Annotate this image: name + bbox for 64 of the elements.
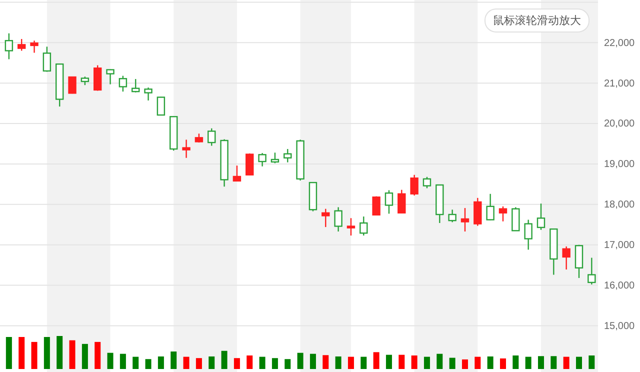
bar (348, 356, 354, 369)
candlestick (524, 219, 532, 250)
candlestick (474, 197, 482, 226)
candlestick (588, 257, 596, 286)
bar (208, 356, 215, 369)
bar (94, 342, 101, 369)
bar (69, 340, 76, 369)
bar (424, 356, 430, 369)
bar (500, 358, 506, 369)
bar (563, 356, 570, 369)
bar (310, 354, 316, 369)
candlestick (182, 139, 190, 158)
bar (145, 359, 152, 369)
bar (246, 355, 253, 369)
bar (56, 336, 63, 369)
candlestick (460, 207, 470, 232)
bar (386, 354, 392, 369)
bar (234, 358, 240, 369)
y-tick-label: 20,000 (604, 118, 636, 130)
y-tick-label: 22,000 (604, 38, 636, 49)
candlestick (30, 40, 38, 54)
y-tick-label: 16,000 (604, 280, 636, 292)
bar (31, 342, 38, 369)
bar (462, 359, 468, 369)
bar (284, 359, 291, 369)
y-tick-label: 15,000 (604, 320, 636, 332)
bar (487, 356, 494, 369)
bar (550, 356, 557, 369)
bar (449, 358, 456, 369)
bar (158, 356, 164, 369)
bar (322, 355, 329, 369)
bar (196, 358, 202, 369)
bar (107, 352, 114, 369)
bar (297, 352, 304, 369)
bar (360, 356, 367, 369)
candlestick (562, 246, 570, 270)
bar (588, 355, 595, 369)
bar (44, 336, 50, 369)
bar (18, 336, 25, 369)
bar (170, 352, 177, 369)
bar (436, 354, 443, 369)
bar (525, 356, 532, 369)
bar (183, 356, 190, 369)
bar (6, 336, 12, 369)
bar (259, 356, 266, 369)
annotation: 鼠标滚轮滑动放大 (493, 14, 581, 27)
bar (221, 350, 228, 369)
bar (474, 356, 481, 369)
bar (373, 352, 380, 369)
bar (120, 354, 126, 369)
bar (82, 344, 88, 369)
bar (538, 356, 544, 369)
bar (576, 356, 582, 369)
bar (411, 355, 418, 369)
candlestick (334, 206, 342, 232)
y-tick-label: 17,000 (604, 240, 636, 252)
y-tick-label: 21,000 (604, 78, 636, 90)
bar (512, 355, 519, 369)
bar (398, 354, 405, 369)
y-tick-label: 19,000 (604, 159, 636, 170)
y-tick-label: 18,000 (604, 200, 636, 211)
bar (132, 356, 139, 369)
bar (272, 358, 278, 369)
bar (335, 356, 342, 369)
